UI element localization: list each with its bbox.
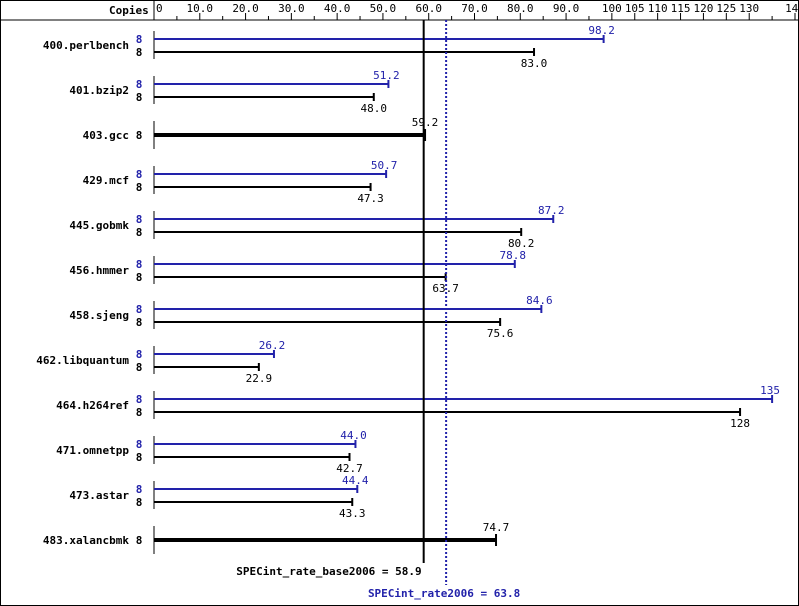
- copies-peak: 8: [136, 303, 143, 316]
- base-value-label: 42.7: [336, 462, 363, 475]
- benchmark-label: 458.sjeng: [69, 309, 129, 322]
- base-value-label: 128: [730, 417, 750, 430]
- base-value-label: 75.6: [487, 327, 514, 340]
- tick-label: 10.0: [187, 2, 214, 15]
- base-value-label: 43.3: [339, 507, 366, 520]
- peak-value-label: 84.6: [526, 294, 553, 307]
- copies-base: 8: [136, 129, 143, 142]
- benchmark-label: 403.gcc: [83, 129, 129, 142]
- copies-base: 8: [136, 46, 143, 59]
- tick-label: 90.0: [553, 2, 580, 15]
- copies-base: 8: [136, 181, 143, 194]
- tick-label: 125: [716, 2, 736, 15]
- copies-base: 8: [136, 91, 143, 104]
- copies-peak: 8: [136, 438, 143, 451]
- tick-label: 105: [625, 2, 645, 15]
- copies-base: 8: [136, 316, 143, 329]
- base-value-label: 80.2: [508, 237, 535, 250]
- base-value-label: 48.0: [361, 102, 388, 115]
- copies-base: 8: [136, 534, 143, 547]
- peak-value-label: 50.7: [371, 159, 398, 172]
- tick-label: 115: [671, 2, 691, 15]
- benchmark-label: 401.bzip2: [69, 84, 129, 97]
- peak-value-label: 135: [760, 384, 780, 397]
- tick-label: 130: [739, 2, 759, 15]
- benchmark-label: 471.omnetpp: [56, 444, 129, 457]
- copies-base: 8: [136, 226, 143, 239]
- tick-label: 110: [648, 2, 668, 15]
- copies-peak: 8: [136, 393, 143, 406]
- peak-value-label: 26.2: [259, 339, 286, 352]
- tick-label: 140: [785, 2, 799, 15]
- tick-label: 50.0: [370, 2, 397, 15]
- base-value-label: 83.0: [521, 57, 548, 70]
- base-summary-label: SPECint_rate_base2006 = 58.9: [236, 565, 421, 578]
- tick-label: 70.0: [461, 2, 488, 15]
- peak-value-label: 78.8: [500, 249, 527, 262]
- tick-label: 40.0: [324, 2, 351, 15]
- benchmark-label: 400.perlbench: [43, 39, 129, 52]
- tick-label: 80.0: [507, 2, 534, 15]
- peak-summary-label: SPECint_rate2006 = 63.8: [368, 587, 520, 600]
- copies-peak: 8: [136, 213, 143, 226]
- base-value-label: 22.9: [246, 372, 273, 385]
- copies-peak: 8: [136, 168, 143, 181]
- peak-value-label: 44.4: [342, 474, 369, 487]
- benchmark-label: 483.xalancbmk: [43, 534, 129, 547]
- benchmark-label: 445.gobmk: [69, 219, 129, 232]
- benchmark-label: 462.libquantum: [36, 354, 129, 367]
- benchmark-label: 473.astar: [69, 489, 129, 502]
- tick-label: 0: [156, 2, 163, 15]
- peak-value-label: 44.0: [340, 429, 367, 442]
- tick-label: 60.0: [415, 2, 442, 15]
- copies-peak: 8: [136, 258, 143, 271]
- copies-base: 8: [136, 496, 143, 509]
- base-value-label: 59.2: [412, 116, 439, 129]
- peak-value-label: 51.2: [373, 69, 400, 82]
- copies-peak: 8: [136, 348, 143, 361]
- copies-peak: 8: [136, 33, 143, 46]
- tick-label: 120: [693, 2, 713, 15]
- base-value-label: 47.3: [357, 192, 384, 205]
- copies-base: 8: [136, 451, 143, 464]
- peak-value-label: 98.2: [588, 24, 615, 37]
- base-value-label: 74.7: [483, 521, 510, 534]
- tick-label: 20.0: [232, 2, 259, 15]
- copies-base: 8: [136, 361, 143, 374]
- copies-base: 8: [136, 406, 143, 419]
- peak-value-label: 87.2: [538, 204, 565, 217]
- copies-header: Copies: [109, 4, 149, 17]
- tick-label: 100: [602, 2, 622, 15]
- copies-peak: 8: [136, 78, 143, 91]
- tick-label: 30.0: [278, 2, 305, 15]
- copies-peak: 8: [136, 483, 143, 496]
- benchmark-label: 464.h264ref: [56, 399, 129, 412]
- copies-base: 8: [136, 271, 143, 284]
- benchmark-label: 429.mcf: [83, 174, 129, 187]
- benchmark-label: 456.hmmer: [69, 264, 129, 277]
